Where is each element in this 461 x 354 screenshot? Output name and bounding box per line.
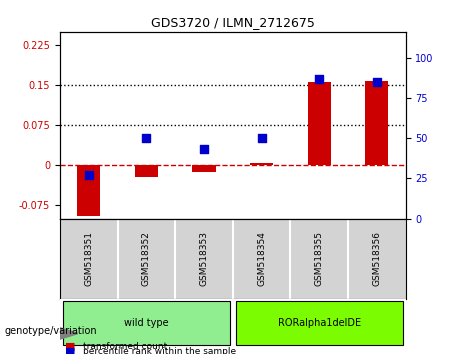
Bar: [365, 81, 388, 165]
Point: [315, 76, 323, 81]
FancyBboxPatch shape: [236, 301, 403, 344]
Text: GSM518356: GSM518356: [372, 231, 381, 286]
Text: GSM518354: GSM518354: [257, 231, 266, 286]
Text: ■: ■: [65, 341, 75, 351]
Text: GSM518355: GSM518355: [315, 231, 324, 286]
Text: GSM518353: GSM518353: [200, 231, 208, 286]
Text: RORalpha1delDE: RORalpha1delDE: [278, 318, 361, 328]
Point: [85, 172, 92, 178]
Bar: [250, 163, 273, 165]
FancyBboxPatch shape: [63, 301, 230, 344]
Point: [142, 135, 150, 141]
Text: GSM518351: GSM518351: [84, 231, 93, 286]
Bar: [193, 165, 216, 172]
Bar: [77, 165, 100, 216]
Text: percentile rank within the sample: percentile rank within the sample: [83, 347, 236, 354]
Bar: [135, 165, 158, 177]
Text: transformed count: transformed count: [83, 342, 167, 351]
Text: ■: ■: [65, 346, 75, 354]
Text: GSM518352: GSM518352: [142, 231, 151, 286]
Text: wild type: wild type: [124, 318, 169, 328]
Point: [373, 79, 381, 85]
Bar: [308, 81, 331, 165]
Text: genotype/variation: genotype/variation: [5, 326, 97, 336]
Point: [200, 147, 207, 152]
Title: GDS3720 / ILMN_2712675: GDS3720 / ILMN_2712675: [151, 16, 315, 29]
Polygon shape: [60, 328, 78, 339]
Point: [258, 135, 266, 141]
